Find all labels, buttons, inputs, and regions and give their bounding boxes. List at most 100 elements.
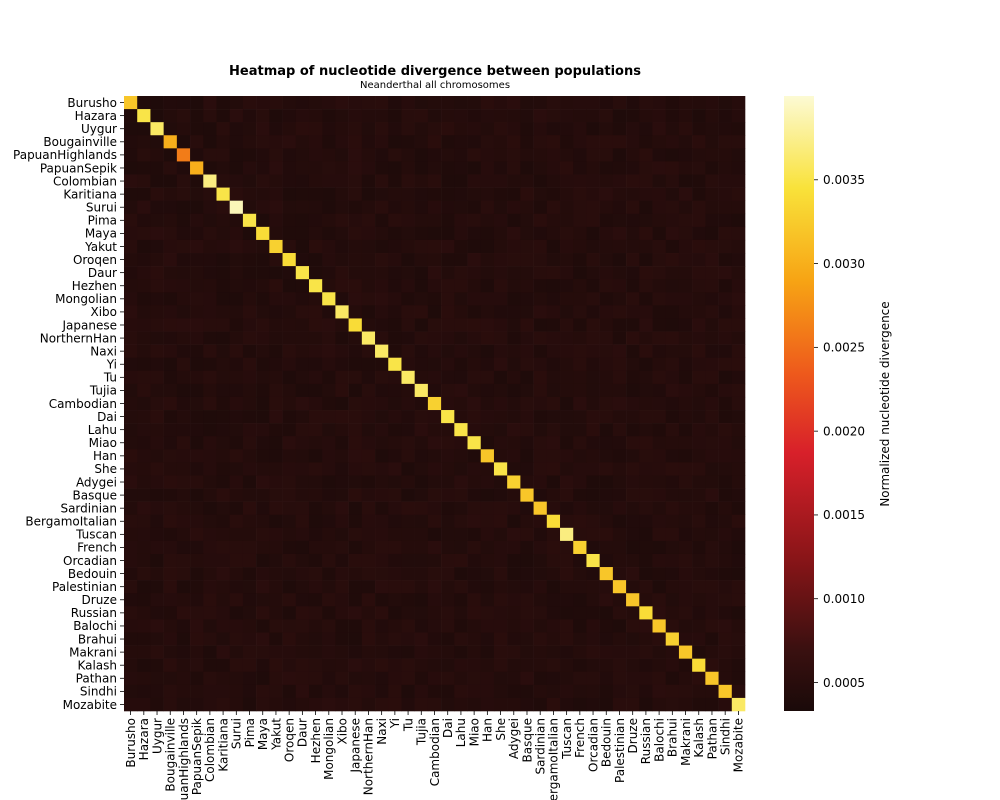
heatmap-cell bbox=[375, 305, 389, 319]
heatmap-cell bbox=[282, 396, 297, 411]
heatmap-cell bbox=[203, 423, 217, 437]
heatmap-cell bbox=[229, 226, 244, 241]
heatmap-cell bbox=[375, 135, 389, 149]
heatmap-cell bbox=[705, 553, 719, 568]
heatmap-cell bbox=[308, 331, 323, 345]
heatmap-cell bbox=[216, 226, 230, 241]
heatmap-cell bbox=[361, 475, 376, 489]
heatmap-cell bbox=[718, 671, 733, 686]
x-tick-label: Colombian bbox=[203, 718, 217, 782]
heatmap-cell bbox=[163, 671, 178, 686]
heatmap-cell bbox=[692, 396, 706, 411]
heatmap-cell bbox=[163, 370, 178, 385]
heatmap-cell bbox=[124, 593, 138, 607]
heatmap-cell bbox=[203, 331, 217, 345]
heatmap-cell bbox=[414, 174, 429, 188]
heatmap-cell bbox=[256, 606, 270, 620]
y-tick-label: Makrani bbox=[69, 645, 117, 659]
heatmap-cell bbox=[467, 357, 482, 372]
heatmap-cell bbox=[308, 475, 323, 489]
heatmap-cell bbox=[480, 501, 495, 516]
heatmap-cell bbox=[599, 527, 614, 542]
heatmap-cell bbox=[216, 423, 230, 437]
heatmap-cell bbox=[361, 135, 376, 149]
heatmap-cell bbox=[520, 423, 534, 437]
heatmap-cell bbox=[295, 370, 310, 385]
heatmap-cell bbox=[269, 292, 283, 306]
heatmap-cell bbox=[322, 253, 336, 267]
heatmap-cell bbox=[308, 344, 323, 359]
heatmap-cell bbox=[176, 423, 191, 437]
heatmap-cell bbox=[652, 632, 667, 646]
heatmap-cell bbox=[348, 122, 363, 136]
y-tick-label: Daur bbox=[88, 266, 117, 280]
heatmap-cell bbox=[599, 671, 614, 686]
heatmap-cell bbox=[454, 305, 468, 319]
heatmap-cell bbox=[480, 148, 495, 162]
heatmap-cell bbox=[216, 449, 230, 463]
heatmap-cell bbox=[375, 292, 389, 306]
heatmap-cell bbox=[678, 331, 693, 345]
heatmap-cell bbox=[652, 266, 667, 280]
heatmap-cell bbox=[282, 697, 297, 712]
heatmap-cell bbox=[137, 305, 151, 319]
x-tick-label: Yakut bbox=[269, 718, 283, 751]
heatmap-cell bbox=[599, 410, 614, 424]
heatmap-cell bbox=[348, 174, 363, 188]
heatmap-cell bbox=[467, 462, 482, 476]
heatmap-cell bbox=[612, 161, 627, 175]
heatmap-cell bbox=[665, 553, 680, 568]
heatmap-cell bbox=[546, 279, 561, 293]
heatmap-cell bbox=[626, 213, 640, 228]
y-tick-label: Naxi bbox=[90, 344, 117, 358]
heatmap-cell bbox=[322, 344, 336, 359]
heatmap-cell bbox=[441, 383, 455, 398]
heatmap-cell bbox=[388, 122, 402, 136]
heatmap-cell bbox=[507, 135, 521, 149]
heatmap-cell bbox=[269, 606, 283, 620]
heatmap-cell bbox=[533, 122, 548, 136]
heatmap-cell bbox=[626, 462, 640, 476]
heatmap-cell bbox=[718, 410, 733, 424]
heatmap-cell bbox=[229, 305, 244, 319]
heatmap-cell bbox=[216, 540, 230, 555]
heatmap-cell bbox=[322, 645, 336, 659]
heatmap-cell bbox=[361, 213, 376, 228]
heatmap-cell bbox=[150, 671, 164, 686]
heatmap-cell bbox=[124, 527, 138, 542]
heatmap-cell bbox=[560, 645, 574, 659]
heatmap-cell bbox=[242, 671, 257, 686]
heatmap-cell bbox=[256, 593, 270, 607]
heatmap-cell bbox=[308, 253, 323, 267]
heatmap-cell bbox=[124, 567, 138, 581]
colorbar-tick-label: 0.0015 bbox=[823, 508, 865, 522]
y-tick-label: Karitiana bbox=[63, 187, 117, 201]
heatmap-cell bbox=[467, 423, 482, 437]
heatmap-cell bbox=[612, 370, 627, 385]
heatmap-cell bbox=[507, 357, 521, 372]
heatmap-cell bbox=[520, 96, 534, 110]
heatmap-cell bbox=[665, 593, 680, 607]
heatmap-cell bbox=[599, 697, 614, 712]
heatmap-cell bbox=[295, 305, 310, 319]
heatmap-cell bbox=[467, 606, 482, 620]
heatmap-cell bbox=[718, 606, 733, 620]
heatmap-cell bbox=[163, 501, 178, 516]
heatmap-cell bbox=[256, 318, 270, 332]
heatmap-cell bbox=[348, 200, 363, 215]
heatmap-cell bbox=[203, 292, 217, 306]
heatmap-cell bbox=[507, 580, 521, 594]
heatmap-cell bbox=[137, 396, 151, 411]
heatmap-cell bbox=[626, 501, 640, 516]
heatmap-cell bbox=[533, 449, 548, 463]
heatmap-cell bbox=[388, 501, 402, 516]
heatmap-cell bbox=[441, 593, 455, 607]
heatmap-cell bbox=[163, 357, 178, 372]
heatmap-cell bbox=[692, 645, 706, 659]
heatmap-cell bbox=[282, 148, 297, 162]
heatmap-cell bbox=[705, 200, 719, 215]
heatmap-cell bbox=[348, 161, 363, 175]
heatmap-cell bbox=[639, 567, 653, 581]
heatmap-cell bbox=[731, 423, 746, 437]
heatmap-cell bbox=[295, 423, 310, 437]
